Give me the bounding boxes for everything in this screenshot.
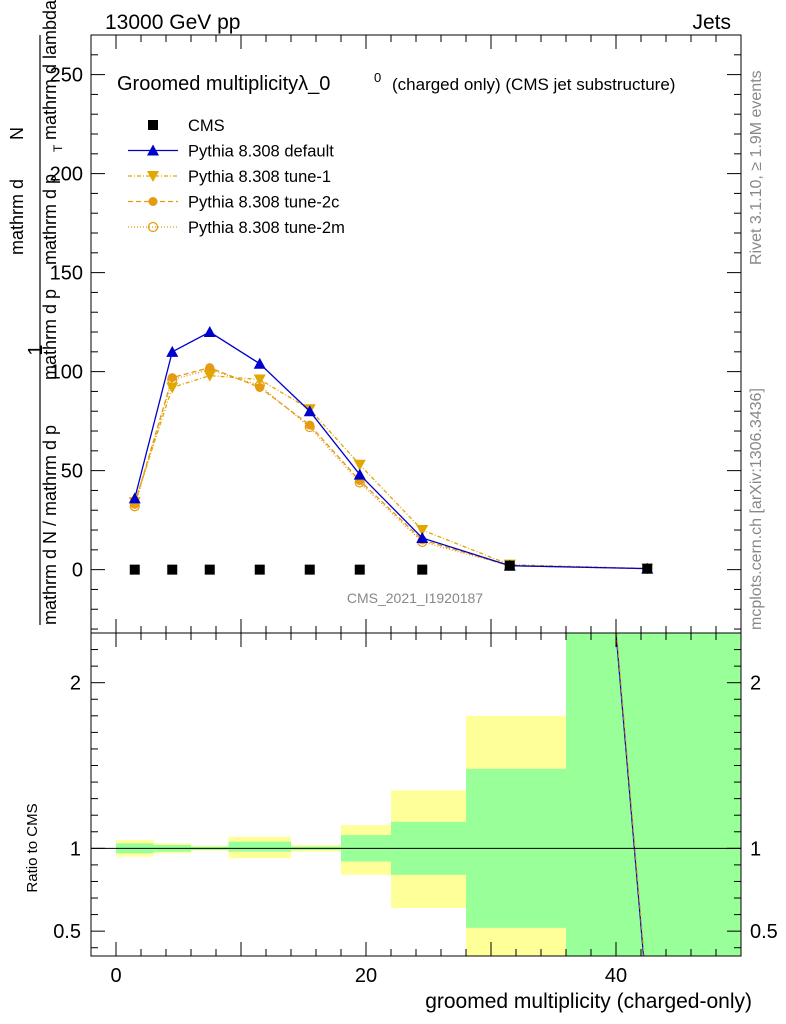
ylabel-sub: T: [51, 144, 65, 152]
ylabel-den4: mathrm d p: [40, 174, 60, 265]
plot-title: Groomed multiplicityλ_0 0 (charged only)…: [117, 70, 675, 95]
legend-marker-pythia-8-308-tune-1: [147, 171, 159, 182]
y-tick-label: 0: [72, 560, 83, 582]
legend-label-pythia-8-308-tune-2c: Pythia 8.308 tune-2c: [188, 194, 339, 212]
ratio-line-default: [615, 632, 645, 957]
title-main: Groomed multiplicityλ_0: [117, 73, 330, 95]
point-cms: [204, 564, 215, 575]
point-cms: [254, 564, 265, 575]
legend-label-pythia-8-308-tune-1: Pythia 8.308 tune-1: [188, 168, 331, 186]
y-tick-label: 50: [61, 461, 83, 483]
ratio-tick-label-right: 1: [750, 838, 761, 860]
ratio-tick-label-right: 0.5: [750, 921, 778, 943]
ylabel-top2: N: [7, 127, 27, 140]
ylabel-den3: mathrm d lambda: [40, 0, 60, 140]
point-pythia-8-308-default: [353, 468, 366, 480]
xlabel: groomed multiplicity (charged-only): [425, 990, 752, 1013]
point-cms: [129, 564, 140, 575]
series-line-pythia-8-308-tune-2c: [134, 366, 648, 570]
y-tick-label: 100: [50, 362, 83, 384]
x-tick-label: 20: [355, 965, 377, 987]
point-cms: [504, 560, 515, 571]
ratio-tick-label: 0.5: [53, 921, 81, 943]
legend-marker-pythia-8-308-tune-2m: [147, 221, 159, 233]
point-pythia-8-308-tune-1: [203, 370, 216, 382]
ratio-ylabel: Ratio to CMS: [24, 803, 41, 892]
point-pythia-8-308-tune-2c: [167, 373, 177, 383]
ratio-tick-label-right: 2: [750, 673, 761, 695]
ratio-band-inner: [566, 633, 741, 956]
ylabel-den: mathrm d N / mathrm d p: [40, 425, 60, 625]
ratio-tick-label: 1: [70, 838, 81, 860]
point-pythia-8-308-default: [253, 357, 266, 369]
ylabel-top: mathrm d: [7, 179, 27, 255]
point-pythia-8-308-tune-2c: [255, 382, 265, 392]
legend-label-pythia-8-308-tune-2m: Pythia 8.308 tune-2m: [188, 219, 345, 237]
legend: CMS Pythia 8.308 default Pythia 8.308 tune…: [128, 117, 345, 237]
y-tick-label: 200: [50, 164, 83, 186]
series-line-pythia-8-308-tune-1: [134, 374, 648, 570]
main-ylabel: 1 mathrm d N mathrm d N / mathrm d p mat…: [7, 0, 65, 625]
title-sub: (charged only) (CMS jet substructure): [392, 75, 675, 94]
legend-label-pythia-8-308-default: Pythia 8.308 default: [188, 143, 334, 161]
ratio-plot: 0 20 40 0.5 0.5 1 1 2 2: [53, 632, 778, 987]
header-left: 13000 GeV pp: [105, 11, 240, 34]
point-pythia-8-308-tune-1: [253, 374, 266, 386]
point-pythia-8-308-default: [128, 492, 141, 504]
point-pythia-8-308-default: [203, 326, 216, 338]
point-cms: [167, 564, 178, 575]
point-cms: [354, 564, 365, 575]
point-pythia-8-308-default: [303, 405, 316, 417]
legend-label-cms: CMS: [188, 117, 225, 135]
legend-marker-pythia-8-308-default: [147, 144, 159, 156]
rivet-label: Rivet 3.1.10, ≥ 1.9M events: [748, 70, 765, 265]
legend-marker-cms: [148, 120, 158, 130]
ratio-line-tunes: [616, 632, 645, 957]
point-pythia-8-308-tune-1: [416, 525, 429, 537]
legend-marker-pythia-8-308-tune-2c: [148, 197, 158, 206]
point-pythia-8-308-tune-1: [166, 382, 179, 394]
title-sup: 0: [374, 70, 381, 85]
point-pythia-8-308-default: [166, 345, 179, 357]
point-pythia-8-308-default: [416, 531, 429, 543]
x-tick-label: 0: [110, 965, 121, 987]
y-tick-label: 150: [50, 263, 83, 285]
point-pythia-8-308-tune-1: [353, 459, 366, 471]
point-cms: [417, 564, 428, 575]
ratio-band-inner: [228, 841, 291, 852]
x-tick-label: 40: [605, 965, 627, 987]
point-cms: [642, 563, 653, 574]
point-pythia-8-308-tune-2c: [205, 363, 215, 373]
mcplots-label: mcplots.cern.ch [arXiv:1306.3436]: [748, 388, 765, 630]
ylabel-den2: mathrm d p: [40, 289, 60, 380]
watermark: CMS_2021_I1920187: [347, 590, 483, 606]
point-pythia-8-308-tune-2c: [305, 420, 315, 430]
point-cms: [304, 564, 315, 575]
y-tick-label: 250: [50, 65, 83, 87]
ylabel-num: 1: [25, 344, 47, 355]
ratio-tick-label: 2: [70, 673, 81, 695]
header-right: Jets: [692, 11, 731, 34]
series-line-pythia-8-308-tune-2m: [134, 368, 648, 570]
main-plot: 0 50 100 150 200 250: [50, 34, 742, 634]
